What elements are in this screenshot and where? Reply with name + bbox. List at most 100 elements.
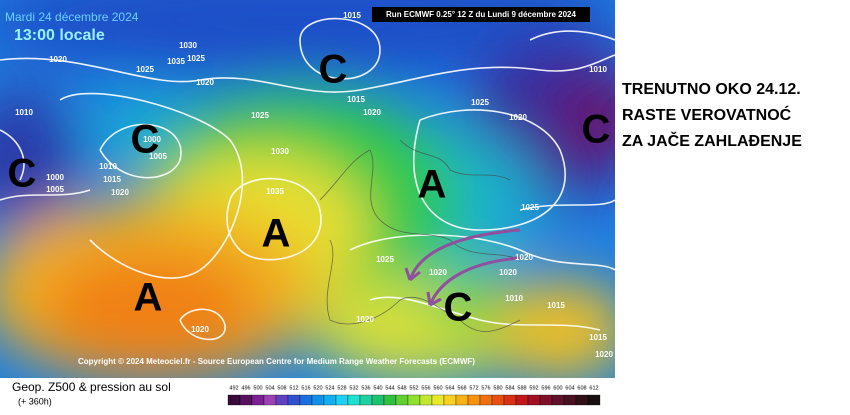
scale-label: 576 [481,385,490,391]
scale-label: 544 [385,385,394,391]
scale-label: 532 [349,385,358,391]
scale-cell [539,394,553,406]
scale-label: 568 [457,385,466,391]
scale-label: 508 [277,385,286,391]
isobar-label: 1025 [251,111,269,120]
pressure-center: C [319,48,348,92]
scale-label: 584 [505,385,514,391]
isobar-label: 1020 [499,268,517,277]
isobar-label: 1000 [46,173,64,182]
scale-cell [287,394,301,406]
scale-cell [479,394,493,406]
isobar-label: 1015 [103,175,121,184]
scale-label: 608 [577,385,586,391]
scale-cell [515,394,529,406]
scale-label: 588 [517,385,526,391]
annotation-line: RASTE VEROVATNOĆ [622,105,792,124]
pressure-center: C [8,152,37,196]
scale-cell [335,394,349,406]
isobar-label: 1020 [595,350,613,359]
scale-cell [227,394,241,406]
annotation-line: ZA JAČE ZAHLAĐENJE [622,131,802,150]
scale-label: 536 [361,385,370,391]
scale-cell [263,394,277,406]
isobar-label: 1025 [471,98,489,107]
scale-cell [299,394,313,406]
scale-cell [251,394,265,406]
scale-label: 580 [493,385,502,391]
color-scale: 492 496 500 504 508 512 516 520 524 528 532 536 540 5… [227,385,601,406]
scale-cell [587,394,601,406]
pressure-center: C [444,286,473,330]
isobar-label: 1020 [111,188,129,197]
pressure-center: A [418,163,447,207]
scale-label: 512 [289,385,298,391]
scale-label: 596 [541,385,550,391]
scale-label: 496 [241,385,250,391]
isobar-label: 1000 [143,135,161,144]
isobar-label: 1015 [547,301,565,310]
scale-cell [359,394,373,406]
isobar-label: 1010 [505,294,523,303]
isobar-label: 1035 [167,57,185,66]
scale-label: 592 [529,385,538,391]
isobar-label: 1030 [271,147,289,156]
scale-cell [527,394,541,406]
scale-cell [323,394,337,406]
scale-cell [431,394,445,406]
isobar-label: 1005 [46,185,64,194]
scale-cell [503,394,517,406]
scale-cell [575,394,589,406]
scale-label: 560 [433,385,442,391]
isobar-label: 1015 [347,95,365,104]
scale-label: 612 [589,385,598,391]
isobar-label: 1035 [266,187,284,196]
pressure-center: A [134,276,163,320]
annotation: TRENUTNO OKO 24.12. RASTE VEROVATNOĆ ZA … [622,81,802,150]
isobar-label: 1010 [15,108,33,117]
scale-label: 524 [325,385,334,391]
scale-cell [383,394,397,406]
scale-cell [443,394,457,406]
scale-label: 504 [265,385,274,391]
isobar-label: 1020 [196,78,214,87]
isobar-label: 1020 [49,55,67,64]
pressure-center: C [131,118,160,162]
isobar-label: 1030 [179,41,197,50]
scale-cell [551,394,565,406]
scale-label: 604 [565,385,574,391]
time: 13:00 locale [14,27,105,44]
scale-cell [239,394,253,406]
scale-label: 528 [337,385,346,391]
pressure-center: C [582,108,611,152]
scale-label: 572 [469,385,478,391]
scale-cell [395,394,409,406]
scale-label: 540 [373,385,382,391]
isobar-label: 1025 [136,65,154,74]
scale-label: 500 [253,385,262,391]
run-info: Run ECMWF 0.25° 12 Z du Lundi 9 décembre… [386,10,576,19]
scale-cell [371,394,385,406]
isobar-label: 1005 [149,152,167,161]
scale-cell [563,394,577,406]
isobar-label: 1025 [376,255,394,264]
scale-label: 552 [409,385,418,391]
scale-label: 564 [445,385,454,391]
scale-label: 548 [397,385,406,391]
isobar-label: 1010 [99,162,117,171]
isobar-label: 1025 [521,203,539,212]
isobar-label: 1015 [343,11,361,20]
isobar-label: 1020 [191,325,209,334]
date: Mardi 24 décembre 2024 [5,10,139,24]
isobar-label: 1020 [515,253,533,262]
scale-cell [467,394,481,406]
scale-cell [419,394,433,406]
isobar-label: 1025 [187,54,205,63]
isobar-label: 1020 [363,108,381,117]
scale-cell [347,394,361,406]
isobar-label: 1015 [589,333,607,342]
scale-label: 492 [229,385,238,391]
annotation-line: TRENUTNO OKO 24.12. [622,81,801,98]
